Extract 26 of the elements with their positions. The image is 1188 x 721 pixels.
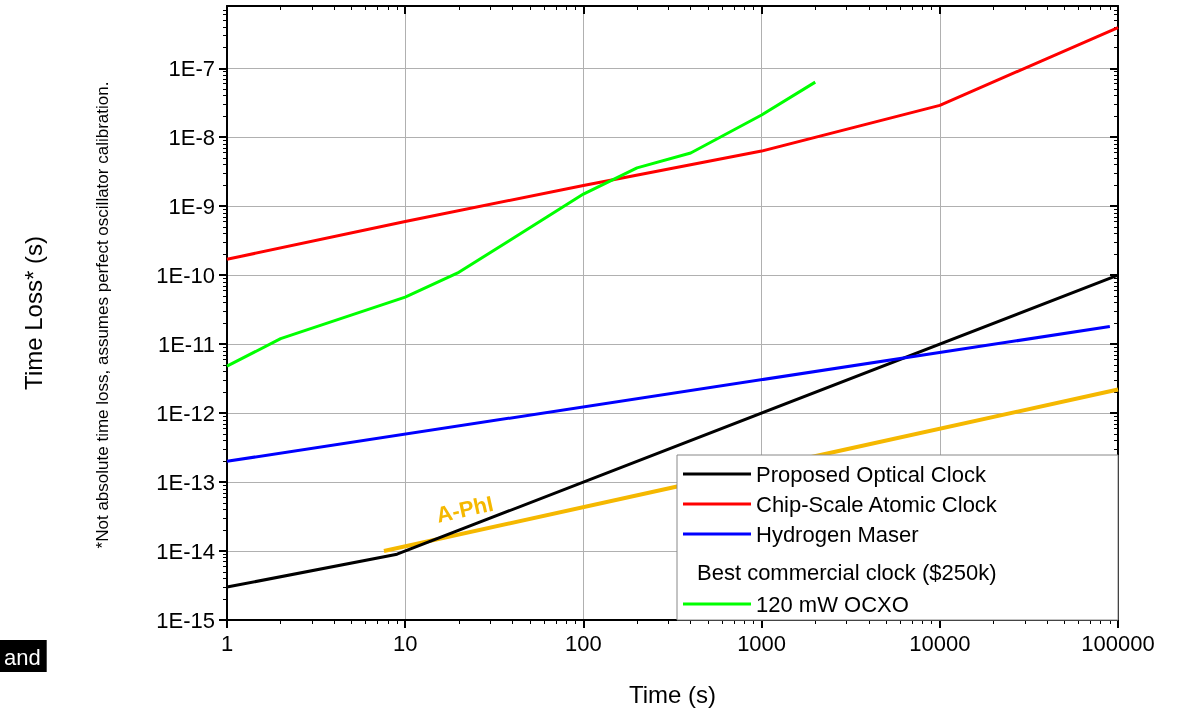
text: and xyxy=(4,644,41,670)
x-tick-label: 1 xyxy=(220,630,234,656)
x-tick-label: 100000 xyxy=(1081,630,1155,656)
y-tick-label: 1E-12 xyxy=(156,400,215,426)
y-tick-label: 1E-8 xyxy=(168,124,215,150)
x-tick-label: 1000 xyxy=(737,630,787,656)
legend-label: Chip-Scale Atomic Clock xyxy=(756,491,998,517)
x-tick-label: 100 xyxy=(565,630,602,656)
x-axis-title: Time (s) xyxy=(628,680,717,708)
y-tick-label: 1E-15 xyxy=(156,607,215,633)
line-series xyxy=(225,26,1120,261)
legend-label: Hydrogen Maser xyxy=(756,521,919,547)
y-axis-title: Time Loss* (s) xyxy=(19,236,47,390)
annotation: Best commercial clock ($250k) xyxy=(697,559,997,585)
y-tick-label: 1E-11 xyxy=(157,331,215,357)
x-tick-label: 10 xyxy=(392,630,418,656)
y-tick-label: 1E-14 xyxy=(156,538,215,564)
legend-label: 120 mW OCXO xyxy=(756,591,909,617)
y-tick-label: 1E-9 xyxy=(168,193,215,219)
annotation: A-PhI xyxy=(433,490,496,528)
text: *Not absolute time loss, assumes perfect oscillator calibration. xyxy=(92,81,112,549)
legend-label: Proposed Optical Clock xyxy=(756,461,987,487)
y-tick-label: 1E-10 xyxy=(156,262,215,288)
x-tick-label: 10000 xyxy=(909,630,971,656)
y-tick-label: 1E-13 xyxy=(156,469,215,495)
y-tick-label: 1E-7 xyxy=(168,55,215,81)
